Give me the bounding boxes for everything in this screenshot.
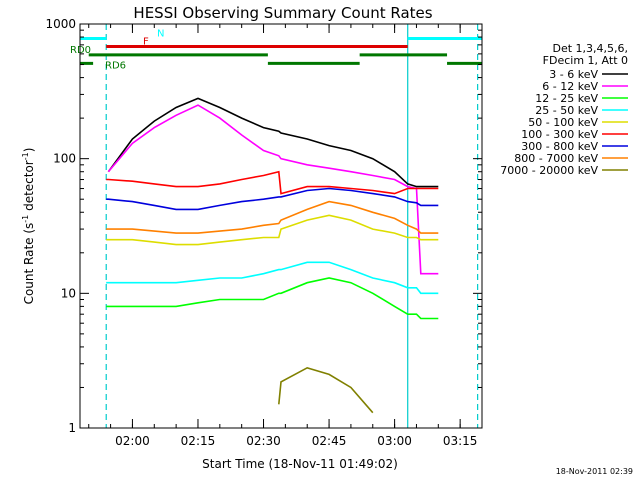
state-bar-label: N: [157, 29, 164, 40]
x-tick-label: 02:00: [115, 434, 150, 448]
y-tick-label: 100: [53, 152, 76, 166]
y-axis-label-part: Count Rate (s: [22, 223, 36, 305]
legend-label: 12 - 25 keV: [535, 92, 598, 105]
x-axis: 02:00 02:15 02:30 02:45 03:00 03:15: [88, 24, 483, 448]
y-axis-label-part: detector: [22, 160, 36, 215]
series-line: [107, 97, 439, 188]
x-axis-label: Start Time (18-Nov-11 01:49:02): [202, 457, 398, 471]
series-line: [106, 277, 439, 320]
legend-label: 100 - 300 keV: [521, 128, 598, 141]
legend: Det 1,3,4,5,6, FDecim 1, Att 0 3 - 6 keV…: [500, 42, 628, 177]
legend-header-line: FDecim 1, Att 0: [543, 54, 628, 67]
legend-label: 3 - 6 keV: [549, 68, 598, 81]
plot-frame: [79, 23, 483, 429]
series-line: [278, 366, 374, 414]
data-layer: [105, 24, 479, 428]
x-tick-label: 02:30: [246, 434, 281, 448]
legend-header-line: Det 1,3,4,5,6,: [552, 42, 628, 55]
x-tick-label: 03:15: [443, 434, 478, 448]
chart-title: HESSI Observing Summary Count Rates: [133, 4, 432, 22]
y-tick-label: 1000: [45, 17, 76, 31]
state-bar-label: RD0: [70, 45, 91, 56]
legend-label: 7000 - 20000 keV: [500, 164, 598, 177]
legend-label: 25 - 50 keV: [535, 104, 598, 117]
legend-label: 800 - 7000 keV: [514, 152, 598, 165]
y-tick-label: 10: [61, 286, 76, 300]
state-bar-label: RD6: [105, 60, 126, 71]
x-tick-label: 02:15: [181, 434, 216, 448]
timestamp: 18-Nov-2011 02:39: [556, 467, 633, 476]
y-axis-label-sup: -1: [21, 152, 30, 160]
series-line: [106, 200, 439, 234]
series-line: [106, 214, 439, 246]
y-axis-label: Count Rate (s-1 detector-1): [21, 148, 36, 305]
y-axis: 1 10 100 1000: [45, 17, 482, 435]
legend-label: 6 - 12 keV: [542, 80, 598, 93]
y-axis-label-part: ): [22, 148, 36, 153]
x-tick-label: 02:45: [312, 434, 347, 448]
state-bars: NF RD0 RD6: [70, 29, 482, 71]
series-line: [106, 261, 439, 295]
legend-label: 300 - 800 keV: [521, 140, 598, 153]
series-line: [106, 187, 439, 211]
series-line: [106, 170, 439, 195]
legend-label: 50 - 100 keV: [528, 116, 598, 129]
y-tick-label: 1: [68, 421, 76, 435]
state-bar-label: F: [143, 37, 149, 48]
y-axis-label-sup: -1: [21, 215, 30, 223]
x-tick-label: 03:00: [377, 434, 412, 448]
